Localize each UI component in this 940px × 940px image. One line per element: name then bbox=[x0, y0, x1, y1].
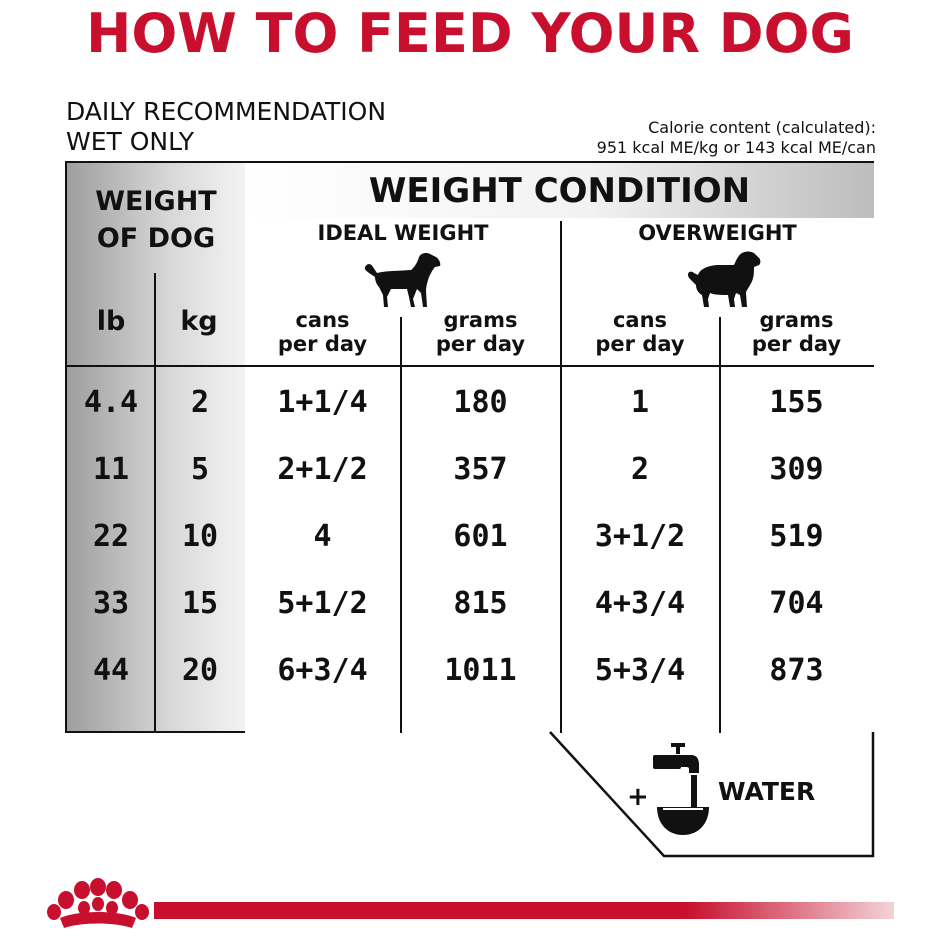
plus-sign: + bbox=[627, 782, 649, 812]
cell-over-grams: 155 bbox=[769, 385, 824, 420]
cell-lb: 22 bbox=[92, 519, 130, 554]
divider-over-columns bbox=[719, 317, 721, 733]
cell-ideal-grams: 601 bbox=[453, 519, 508, 554]
water-label: WATER bbox=[718, 777, 816, 806]
cell-ideal-grams: 180 bbox=[453, 385, 508, 420]
cell-over-cans: 4+3/4 bbox=[594, 586, 686, 621]
over-cans-header: cans per day bbox=[561, 308, 719, 356]
ideal-weight-heading: IDEAL WEIGHT bbox=[317, 221, 489, 245]
royal-canin-crown-logo bbox=[47, 878, 149, 928]
ideal-grams-header: grams per day bbox=[400, 308, 561, 356]
header-divider bbox=[67, 365, 874, 367]
ideal-grams-header-line1: grams bbox=[443, 308, 518, 332]
divider-lb-kg bbox=[154, 273, 156, 733]
cell-ideal-cans: 5+1/2 bbox=[277, 586, 368, 621]
cell-over-grams: 519 bbox=[769, 519, 824, 554]
ideal-cans-header-line1: cans bbox=[295, 308, 350, 332]
calorie-label: Calorie content (calculated): bbox=[648, 118, 876, 137]
ideal-cans-header: cans per day bbox=[245, 308, 400, 356]
calorie-value: 951 kcal ME/kg or 143 kcal ME/can bbox=[596, 138, 876, 157]
cell-lb: 11 bbox=[92, 452, 130, 487]
cell-over-cans: 5+3/4 bbox=[594, 653, 686, 688]
weight-of-dog-line2: OF DOG bbox=[96, 223, 216, 254]
table-row: 22 10 4 601 3+1/2 519 bbox=[67, 503, 874, 570]
cell-lb: 44 bbox=[92, 653, 130, 688]
cell-ideal-cans: 2+1/2 bbox=[277, 452, 368, 487]
cell-ideal-grams: 815 bbox=[453, 586, 508, 621]
unit-kg: kg bbox=[180, 306, 218, 337]
dog-silhouette-icon bbox=[364, 253, 441, 307]
water-tap-bowl-icon bbox=[653, 743, 709, 835]
over-grams-header-line1: grams bbox=[759, 308, 834, 332]
cell-kg: 15 bbox=[181, 586, 219, 621]
cell-lb: 4.4 bbox=[83, 385, 139, 420]
water-box bbox=[549, 731, 875, 858]
cell-ideal-cans: 6+3/4 bbox=[277, 653, 368, 688]
table-row: 11 5 2+1/2 357 2 309 bbox=[67, 436, 874, 503]
weight-of-dog-line1: WEIGHT bbox=[95, 186, 217, 217]
daily-recommendation-label: DAILY RECOMMENDATION bbox=[66, 97, 387, 126]
weight-condition-band bbox=[245, 163, 874, 218]
overweight-heading: OVERWEIGHT bbox=[638, 221, 797, 245]
table-body-background bbox=[245, 218, 874, 733]
table-row: 33 15 5+1/2 815 4+3/4 704 bbox=[67, 570, 874, 637]
ideal-cans-header-line2: per day bbox=[277, 332, 368, 356]
unit-lb: lb bbox=[96, 306, 126, 337]
overweight-dog-silhouette-icon bbox=[688, 251, 761, 307]
page-title: HOW TO FEED YOUR DOG bbox=[86, 2, 854, 65]
ideal-grams-header-line2: per day bbox=[435, 332, 526, 356]
cell-over-cans: 2 bbox=[630, 452, 650, 487]
over-grams-header-line2: per day bbox=[751, 332, 842, 356]
weight-of-dog-heading: WEIGHT OF DOG bbox=[67, 183, 245, 257]
divider-ideal-overweight bbox=[560, 221, 562, 733]
cell-kg: 5 bbox=[190, 452, 210, 487]
wet-only-label: WET ONLY bbox=[66, 127, 194, 156]
cell-ideal-grams: 1011 bbox=[444, 653, 517, 688]
cell-over-cans: 1 bbox=[630, 385, 650, 420]
calorie-content: Calorie content (calculated): 951 kcal M… bbox=[597, 118, 876, 158]
over-cans-header-line2: per day bbox=[595, 332, 685, 356]
cell-ideal-grams: 357 bbox=[453, 452, 508, 487]
table-row: 4.4 2 1+1/4 180 1 155 bbox=[67, 369, 874, 436]
table-row: 44 20 6+3/4 1011 5+3/4 873 bbox=[67, 637, 874, 704]
weight-condition-heading: WEIGHT CONDITION bbox=[368, 171, 751, 211]
cell-over-grams: 873 bbox=[769, 653, 824, 688]
cell-ideal-cans: 1+1/4 bbox=[277, 385, 368, 420]
cell-over-grams: 309 bbox=[769, 452, 824, 487]
cell-kg: 10 bbox=[181, 519, 219, 554]
cell-kg: 2 bbox=[190, 385, 210, 420]
daily-recommendation: DAILY RECOMMENDATION WET ONLY bbox=[66, 97, 386, 157]
cell-over-grams: 704 bbox=[769, 586, 824, 621]
over-cans-header-line1: cans bbox=[612, 308, 668, 332]
cell-lb: 33 bbox=[92, 586, 130, 621]
cell-ideal-cans: 4 bbox=[313, 519, 332, 554]
divider-ideal-columns bbox=[400, 317, 402, 733]
feeding-table: WEIGHT CONDITION WEIGHT OF DOG IDEAL WEI… bbox=[65, 161, 874, 733]
cell-over-cans: 3+1/2 bbox=[594, 519, 686, 554]
over-grams-header: grams per day bbox=[719, 308, 874, 356]
cell-kg: 20 bbox=[181, 653, 219, 688]
footer-red-line bbox=[154, 902, 894, 919]
